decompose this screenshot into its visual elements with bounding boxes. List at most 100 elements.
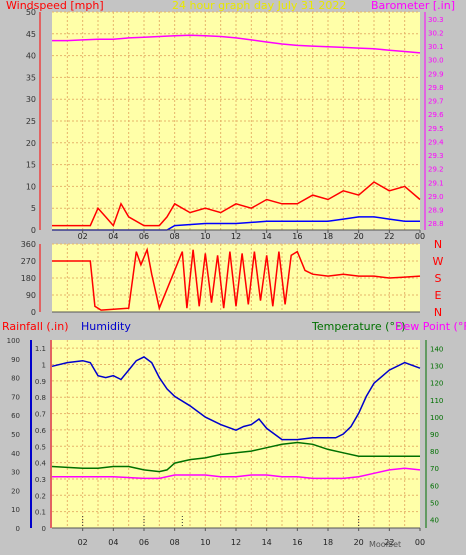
panel1-axes: 0 5 10 15 20 25 30 35 40 45 50 28.8 28.9 29.0 29.1 29.2… — [26, 8, 444, 241]
y-right-tick-label: 30.1 — [428, 43, 444, 51]
x-tick-label: 18 — [323, 538, 333, 547]
y-left-tick-label: 15 — [26, 161, 36, 170]
y-rain-tick-label: 0.5 — [35, 443, 46, 451]
y-rain-tick-label: 0.2 — [35, 492, 46, 500]
x-tick-label: 20 — [354, 232, 364, 241]
x-tick-label: 04 — [108, 232, 118, 241]
y-temperature-tick-label: 50 — [430, 499, 439, 507]
y-humidity-tick-label: 20 — [11, 487, 20, 495]
x-tick-label: 02 — [78, 538, 88, 547]
y-right-tick-label: 28.8 — [428, 220, 444, 228]
y-right-tick-label: 29.3 — [428, 152, 444, 160]
y-rain-tick-label: 0.7 — [35, 411, 46, 419]
y-temperature-tick-label: 100 — [430, 414, 443, 422]
series-barometer-line — [52, 34, 421, 54]
windspeed-axis-label: Windspeed [mph] — [6, 0, 104, 12]
y-right-tick-label: 29.9 — [428, 70, 444, 78]
y-rain-tick-label: 1.1 — [35, 345, 46, 353]
x-tick-label: 12 — [231, 232, 241, 241]
humidity-axis-label: Humidity — [81, 320, 131, 333]
x-tick-label: 20 — [354, 538, 364, 547]
y-left-tick-label: 10 — [26, 182, 36, 191]
y-humidity-tick-label: 0 — [16, 525, 20, 533]
y-right-tick-label: 29.8 — [428, 84, 444, 92]
y-humidity-tick-label: 30 — [11, 469, 20, 477]
y-rain-tick-label: 0.1 — [35, 509, 46, 517]
y-rain-tick-label: 0.9 — [35, 378, 46, 386]
y-humidity-tick-label: 80 — [11, 375, 20, 383]
y-right-tick-label: 29.1 — [428, 179, 444, 187]
series-humidity-line — [51, 356, 421, 441]
x-tick-label: 16 — [292, 232, 302, 241]
x-tick-label: 10 — [200, 232, 210, 241]
compass-label: N — [434, 306, 442, 319]
y-right-tick-label: 29.4 — [428, 138, 444, 146]
y-humidity-tick-label: 100 — [7, 337, 20, 345]
y-right-tick-label: 29.0 — [428, 193, 444, 201]
y-rain-tick-label: 0.3 — [35, 476, 46, 484]
rainfall-axis-label: Rainfall (.in) — [2, 320, 69, 333]
y-humidity-tick-label: 50 — [11, 431, 20, 439]
series-wind-gust-line — [52, 181, 421, 228]
y-left-tick-label: 0 — [31, 226, 36, 235]
y-right-tick-label: 28.9 — [428, 207, 444, 215]
y-left-tick-label: 180 — [21, 274, 36, 283]
panel3-grid — [52, 340, 420, 529]
compass-label: S — [435, 272, 442, 285]
compass-label: N — [434, 238, 442, 251]
y-temperature-tick-label: 90 — [430, 431, 439, 439]
y-rain-tick-label: 0.6 — [35, 427, 47, 435]
y-humidity-tick-label: 70 — [11, 393, 20, 401]
x-tick-label: 08 — [170, 232, 180, 241]
x-tick-label: 10 — [200, 538, 210, 547]
compass-label: W — [433, 255, 444, 268]
series-wind-direction-line — [52, 247, 421, 311]
y-temperature-tick-label: 80 — [430, 448, 439, 456]
x-tick-label: 06 — [139, 538, 149, 547]
x-tick-label: 22 — [384, 232, 394, 241]
y-right-tick-label: 30.2 — [428, 29, 444, 37]
y-left-tick-label: 35 — [26, 73, 36, 82]
series-temperature-line — [51, 441, 420, 473]
y-rain-tick-label: 0 — [42, 525, 46, 533]
series-dewpoint-line — [52, 467, 421, 480]
y-left-tick-label: 25 — [26, 117, 36, 126]
y-humidity-tick-label: 60 — [11, 412, 20, 420]
x-tick-label: 14 — [262, 232, 272, 241]
y-left-tick-label: 5 — [31, 204, 36, 213]
y-temperature-tick-label: 130 — [430, 363, 443, 371]
y-temperature-tick-label: 120 — [430, 380, 443, 388]
x-tick-label: 08 — [170, 538, 180, 547]
y-temperature-tick-label: 110 — [430, 397, 443, 405]
y-temperature-tick-label: 40 — [430, 516, 439, 524]
y-left-tick-label: 45 — [26, 30, 36, 39]
y-left-tick-label: 0 — [31, 308, 36, 317]
y-left-tick-label: 40 — [26, 52, 36, 61]
panel1-grid — [52, 11, 420, 231]
panel2-marks — [52, 247, 421, 311]
x-tick-label: 18 — [323, 232, 333, 241]
compass-label: E — [435, 289, 442, 302]
y-humidity-tick-label: 10 — [11, 506, 20, 514]
y-left-tick-label: 90 — [26, 291, 36, 300]
chart-title: 24 hour graph day July 31 2022 — [172, 0, 346, 12]
panel3-axes: 0 0.1 0.2 0.3 0.4 0.5 0.6 0.7 0.8 0.9 1 1.1 0 10 20 30 4… — [7, 337, 444, 547]
y-rain-tick-label: 0.4 — [35, 460, 47, 468]
dewpoint-axis-label: Dew Point (°F) — [395, 320, 466, 333]
x-tick-label: 02 — [78, 232, 88, 241]
y-right-tick-label: 30.0 — [428, 57, 444, 65]
y-temperature-tick-label: 70 — [430, 465, 439, 473]
y-humidity-tick-label: 90 — [11, 356, 20, 364]
moon-marker-label: Moon — [369, 540, 391, 549]
x-tick-label: 22 — [384, 538, 394, 547]
y-humidity-tick-label: 40 — [11, 450, 20, 458]
y-left-tick-label: 20 — [26, 139, 36, 148]
y-rain-tick-label: 0.8 — [35, 394, 46, 402]
y-right-tick-label: 29.5 — [428, 125, 444, 133]
panel3-marks — [51, 356, 421, 480]
y-left-tick-label: 50 — [26, 8, 36, 17]
sunset-marker-label: Set — [388, 540, 401, 549]
y-left-tick-label: 360 — [21, 240, 36, 249]
